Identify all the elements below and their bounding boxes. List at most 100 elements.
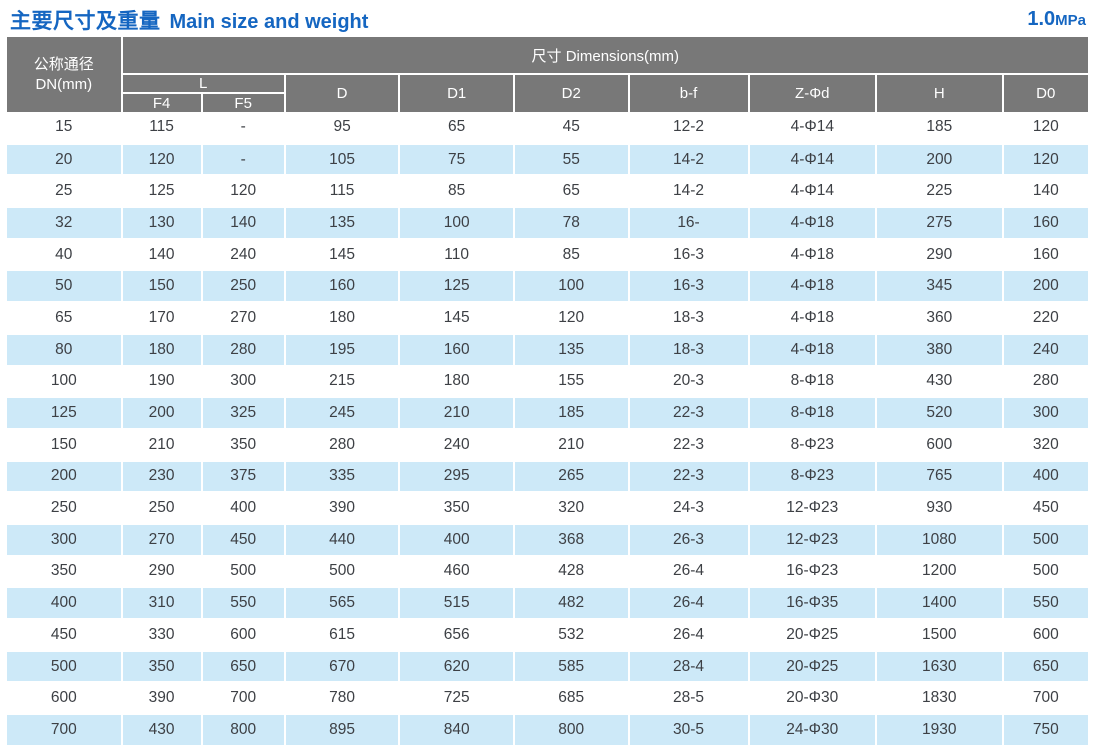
- cell-d2: 368: [513, 523, 630, 557]
- cell-d1: 400: [399, 523, 515, 557]
- cell-b-f: 28-5: [628, 682, 750, 716]
- cell-z-phi-d: 12-Φ23: [748, 523, 878, 557]
- cell-l-f4: 330: [121, 619, 203, 652]
- cell-l-f4: 230: [121, 460, 203, 494]
- cell-dn: 32: [7, 207, 123, 240]
- cell-l-f5: 400: [201, 492, 286, 525]
- cell-b-f: 18-3: [628, 333, 750, 367]
- cell-l-f4: 130: [121, 207, 203, 240]
- cell-z-phi-d: 4-Φ18: [748, 302, 878, 335]
- cell-dn: 250: [7, 492, 123, 525]
- table-row: 300 270 450 440 400 368 26-3 12-Φ23 1080 500: [7, 523, 1088, 557]
- cell-d2: 45: [513, 112, 630, 145]
- cell-l-f5: 350: [201, 428, 286, 462]
- cell-d0: 450: [1002, 492, 1088, 525]
- cell-d0: 160: [1002, 238, 1088, 272]
- cell-h: 1500: [876, 619, 1004, 652]
- cell-h: 930: [876, 492, 1004, 525]
- cell-b-f: 30-5: [628, 714, 750, 747]
- cell-z-phi-d: 24-Φ30: [748, 714, 878, 747]
- cell-d2: 532: [513, 619, 630, 652]
- cell-d: 145: [284, 238, 401, 272]
- cell-d: 215: [284, 365, 401, 399]
- cell-dn: 400: [7, 587, 123, 620]
- cell-d1: 460: [399, 555, 515, 589]
- cell-d1: 160: [399, 333, 515, 367]
- table-row: 25 125 120 115 85 65 14-2 4-Φ14 225 140: [7, 175, 1088, 209]
- cell-d: 335: [284, 460, 401, 494]
- cell-dn: 300: [7, 523, 123, 557]
- cell-h: 380: [876, 333, 1004, 367]
- cell-l-f5: 140: [201, 207, 286, 240]
- page-title-english: Main size and weight: [169, 10, 369, 33]
- cell-h: 275: [876, 207, 1004, 240]
- cell-z-phi-d: 8-Φ18: [748, 365, 878, 399]
- cell-b-f: 22-3: [628, 397, 750, 430]
- cell-h: 225: [876, 175, 1004, 209]
- table-row: 65 170 270 180 145 120 18-3 4-Φ18 360 220: [7, 302, 1088, 335]
- table-row: 200 230 375 335 295 265 22-3 8-Φ23 765 400: [7, 460, 1088, 494]
- cell-l-f5: 120: [201, 175, 286, 209]
- cell-d0: 200: [1002, 270, 1088, 304]
- cell-d2: 78: [513, 207, 630, 240]
- cell-d: 500: [284, 555, 401, 589]
- cell-h: 1200: [876, 555, 1004, 589]
- cell-d0: 220: [1002, 302, 1088, 335]
- cell-b-f: 26-4: [628, 619, 750, 652]
- cell-d0: 160: [1002, 207, 1088, 240]
- cell-d0: 650: [1002, 650, 1088, 684]
- cell-d0: 280: [1002, 365, 1088, 399]
- cell-d: 780: [284, 682, 401, 716]
- cell-dn: 125: [7, 397, 123, 430]
- cell-h: 345: [876, 270, 1004, 304]
- cell-b-f: 26-3: [628, 523, 750, 557]
- table-row: 600 390 700 780 725 685 28-5 20-Φ30 1830 700: [7, 682, 1088, 716]
- cell-l-f5: 450: [201, 523, 286, 557]
- cell-dn: 15: [7, 112, 123, 145]
- cell-d2: 585: [513, 650, 630, 684]
- cell-d0: 500: [1002, 523, 1088, 557]
- cell-d1: 840: [399, 714, 515, 747]
- cell-l-f4: 120: [121, 143, 203, 177]
- cell-h: 185: [876, 112, 1004, 145]
- cell-h: 1080: [876, 523, 1004, 557]
- cell-dn: 80: [7, 333, 123, 367]
- table-row: 250 250 400 390 350 320 24-3 12-Φ23 930 450: [7, 492, 1088, 525]
- cell-z-phi-d: 16-Φ35: [748, 587, 878, 620]
- cell-b-f: 22-3: [628, 460, 750, 494]
- table-row: 700 430 800 895 840 800 30-5 24-Φ30 1930 750: [7, 714, 1088, 747]
- cell-h: 1630: [876, 650, 1004, 684]
- header-col-d1: D1: [399, 74, 515, 112]
- cell-d1: 350: [399, 492, 515, 525]
- cell-dn: 500: [7, 650, 123, 684]
- cell-l-f4: 390: [121, 682, 203, 716]
- cell-h: 290: [876, 238, 1004, 272]
- cell-l-f5: 650: [201, 650, 286, 684]
- cell-h: 600: [876, 428, 1004, 462]
- cell-z-phi-d: 12-Φ23: [748, 492, 878, 525]
- cell-z-phi-d: 20-Φ30: [748, 682, 878, 716]
- cell-z-phi-d: 20-Φ25: [748, 619, 878, 652]
- table-header: 公称通径 DN(mm) 尺寸 Dimensions(mm) L D D1 D2 …: [7, 37, 1088, 112]
- cell-d0: 320: [1002, 428, 1088, 462]
- cell-d1: 210: [399, 397, 515, 430]
- cell-l-f4: 180: [121, 333, 203, 367]
- pressure-rating: 1.0MPa: [1027, 8, 1086, 31]
- cell-d2: 85: [513, 238, 630, 272]
- cell-l-f4: 190: [121, 365, 203, 399]
- cell-l-f4: 430: [121, 714, 203, 747]
- table-row: 32 130 140 135 100 78 16- 4-Φ18 275 160: [7, 207, 1088, 240]
- cell-h: 200: [876, 143, 1004, 177]
- table-row: 125 200 325 245 210 185 22-3 8-Φ18 520 300: [7, 397, 1088, 430]
- cell-dn: 20: [7, 143, 123, 177]
- cell-d1: 515: [399, 587, 515, 620]
- cell-d: 390: [284, 492, 401, 525]
- cell-l-f4: 150: [121, 270, 203, 304]
- cell-d1: 100: [399, 207, 515, 240]
- header-col-d0: D0: [1002, 74, 1088, 112]
- cell-l-f5: 700: [201, 682, 286, 716]
- cell-h: 765: [876, 460, 1004, 494]
- header-dn-line1: 公称通径: [33, 56, 94, 73]
- header-dimensions-group: 尺寸 Dimensions(mm): [121, 37, 1088, 75]
